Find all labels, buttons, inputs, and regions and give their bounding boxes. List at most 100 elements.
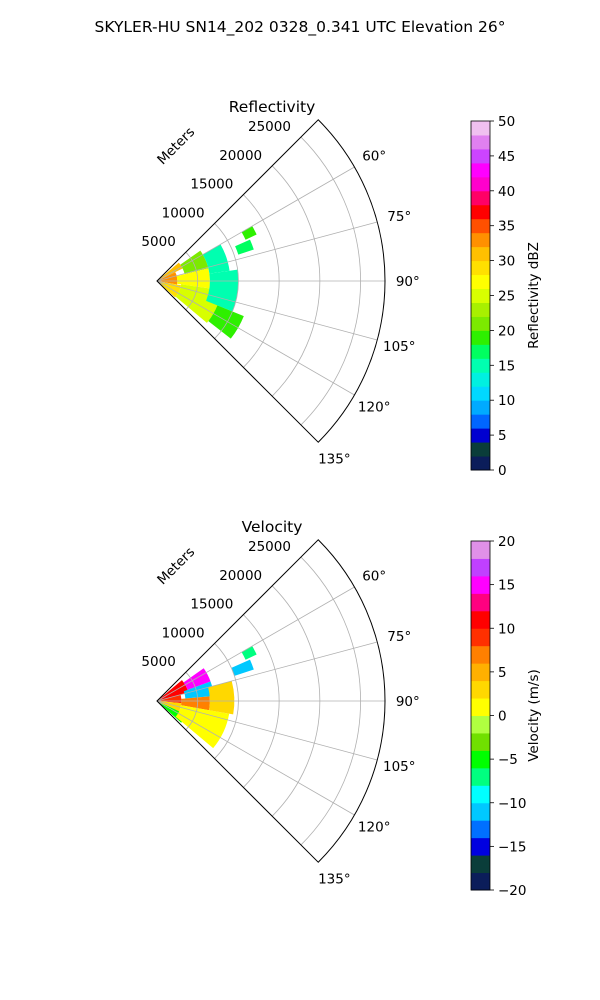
velocity-radial-tick-label: 25000 [248, 539, 291, 555]
velocity-radial-axis-label: Meters [154, 544, 198, 588]
reflectivity-echo-region [157, 281, 182, 298]
velocity-colorbar-segment [471, 558, 490, 577]
velocity-azimuth-tick-label: 105° [383, 759, 416, 775]
reflectivity-radial-tick-label: 25000 [248, 119, 291, 135]
velocity-colorbar-tick-label: 0 [498, 709, 507, 725]
reflectivity-title: Reflectivity [229, 98, 316, 116]
reflectivity-radial-tick-label: 5000 [141, 234, 175, 250]
velocity-colorbar-tick-label: −15 [498, 839, 527, 855]
reflectivity-colorbar-segment [471, 260, 490, 276]
velocity-azimuth-spoke [156, 700, 355, 816]
velocity-colorbar-segment [471, 767, 490, 786]
reflectivity-radial-axis-label: Meters [154, 124, 198, 168]
reflectivity-colorbar-segment [471, 288, 490, 303]
reflectivity-colorbar-tick-label: 50 [498, 114, 515, 130]
reflectivity-colorbar-segment [471, 442, 490, 457]
velocity-colorbar-segment [471, 680, 490, 699]
velocity-colorbar-tick-label: 10 [498, 621, 515, 637]
reflectivity-colorbar-tick-label: 30 [498, 254, 515, 270]
velocity-radial-tick-label: 5000 [141, 654, 175, 670]
velocity-colorbar-tick-label: 20 [498, 534, 515, 550]
velocity-colorbar-segment [471, 663, 490, 682]
reflectivity-panel: Reflectivity 5000 10000 15000 20000 25000 Met… [141, 98, 542, 479]
reflectivity-colorbar-segment [471, 400, 490, 415]
reflectivity-colorbar-label: Reflectivity dBZ [526, 242, 542, 349]
reflectivity-colorbar-segment [471, 316, 490, 331]
reflectivity-colorbar: 0 5 10 15 20 25 30 35 40 45 50 Reflectivity dBZ [470, 114, 542, 479]
reflectivity-colorbar-segment [471, 204, 490, 220]
velocity-echo-region [157, 701, 182, 712]
velocity-colorbar-segment [471, 593, 490, 612]
reflectivity-azimuth-tick-label: 120° [358, 399, 391, 415]
reflectivity-colorbar-tick-label: 10 [498, 393, 515, 409]
reflectivity-azimuth-spoke [156, 280, 355, 396]
velocity-title: Velocity [242, 518, 303, 536]
reflectivity-colorbar-segment [471, 414, 490, 429]
reflectivity-azimuth-spoke [156, 280, 378, 341]
reflectivity-colorbar-segment [471, 218, 490, 234]
velocity-echo-region [241, 646, 257, 660]
velocity-colorbar: −20 −15 −10 −5 0 5 10 15 20 Velocity (m/s) [470, 534, 542, 899]
velocity-colorbar-segment [471, 872, 490, 891]
reflectivity-sector-frame [156, 119, 386, 443]
velocity-colorbar-segment [471, 610, 490, 629]
reflectivity-colorbar-segment [471, 162, 490, 178]
reflectivity-echo-region [241, 226, 257, 240]
reflectivity-echo-region [202, 244, 230, 274]
reflectivity-echoes [157, 226, 257, 339]
reflectivity-colorbar-segment [471, 330, 490, 345]
velocity-azimuth-spoke [156, 641, 378, 702]
velocity-azimuth-tick-label: 120° [358, 819, 391, 835]
reflectivity-grid: 5000 10000 15000 20000 25000 Meters 60° 75° 90° 1… [141, 119, 419, 467]
reflectivity-colorbar-tick-label: 5 [498, 428, 507, 444]
velocity-colorbar-tick-label: −20 [498, 883, 527, 899]
velocity-echo-region [175, 705, 230, 749]
reflectivity-azimuth-spoke [156, 221, 378, 282]
velocity-colorbar-segment [471, 820, 490, 839]
reflectivity-colorbar-tick-label: 20 [498, 323, 515, 339]
reflectivity-azimuth-tick-label: 105° [383, 339, 416, 355]
figure-title: SKYLER-HU SN14_202 0328_0.341 UTC Elevat… [95, 18, 506, 37]
reflectivity-colorbar-tick-label: 15 [498, 358, 515, 374]
velocity-echo-region [231, 659, 254, 676]
reflectivity-colorbar-segment [471, 358, 490, 373]
reflectivity-colorbar-segment [471, 148, 490, 164]
velocity-azimuth-spoke [156, 700, 378, 761]
reflectivity-azimuth-tick-label: 135° [318, 451, 351, 467]
reflectivity-radial-tick-label: 15000 [190, 177, 233, 193]
velocity-colorbar-segment [471, 575, 490, 594]
velocity-panel: Velocity 5000 10000 15000 20000 25000 Meters 6… [141, 518, 542, 899]
reflectivity-echo-region [176, 268, 210, 289]
reflectivity-colorbar-segment [471, 176, 490, 192]
reflectivity-azimuth-tick-label: 60° [362, 149, 386, 165]
velocity-radial-tick-label: 20000 [219, 568, 262, 584]
reflectivity-colorbar-tick-label: 45 [498, 149, 515, 165]
reflectivity-colorbar-segment [471, 302, 490, 317]
reflectivity-colorbar-segment [471, 428, 490, 443]
reflectivity-colorbar-tick-label: 25 [498, 289, 515, 305]
velocity-colorbar-segment [471, 715, 490, 734]
reflectivity-colorbar-segment [471, 274, 490, 290]
velocity-colorbar-segment [471, 732, 490, 751]
velocity-azimuth-tick-label: 90° [396, 694, 420, 710]
reflectivity-colorbar-segment [471, 134, 490, 150]
velocity-azimuth-tick-label: 60° [362, 569, 386, 585]
reflectivity-echo-region [208, 305, 244, 339]
reflectivity-azimuth-spoke [156, 166, 355, 282]
velocity-colorbar-segment [471, 698, 490, 716]
velocity-colorbar-tick-label: −5 [498, 752, 518, 768]
reflectivity-colorbar-segment [471, 344, 490, 359]
reflectivity-colorbar-segment [471, 121, 490, 136]
velocity-echo-region [208, 680, 235, 715]
velocity-colorbar-segment [471, 628, 490, 647]
velocity-colorbar-tick-label: 15 [498, 578, 515, 594]
velocity-azimuth-spoke [156, 586, 355, 702]
reflectivity-azimuth-tick-label: 75° [387, 209, 411, 225]
reflectivity-radial-tick-label: 10000 [162, 205, 205, 221]
reflectivity-azimuth-tick-label: 90° [396, 274, 420, 290]
velocity-colorbar-segment [471, 855, 490, 874]
reflectivity-colorbar-tick-label: 35 [498, 219, 515, 235]
velocity-azimuth-tick-label: 75° [387, 629, 411, 645]
reflectivity-colorbar-segment [471, 246, 490, 262]
